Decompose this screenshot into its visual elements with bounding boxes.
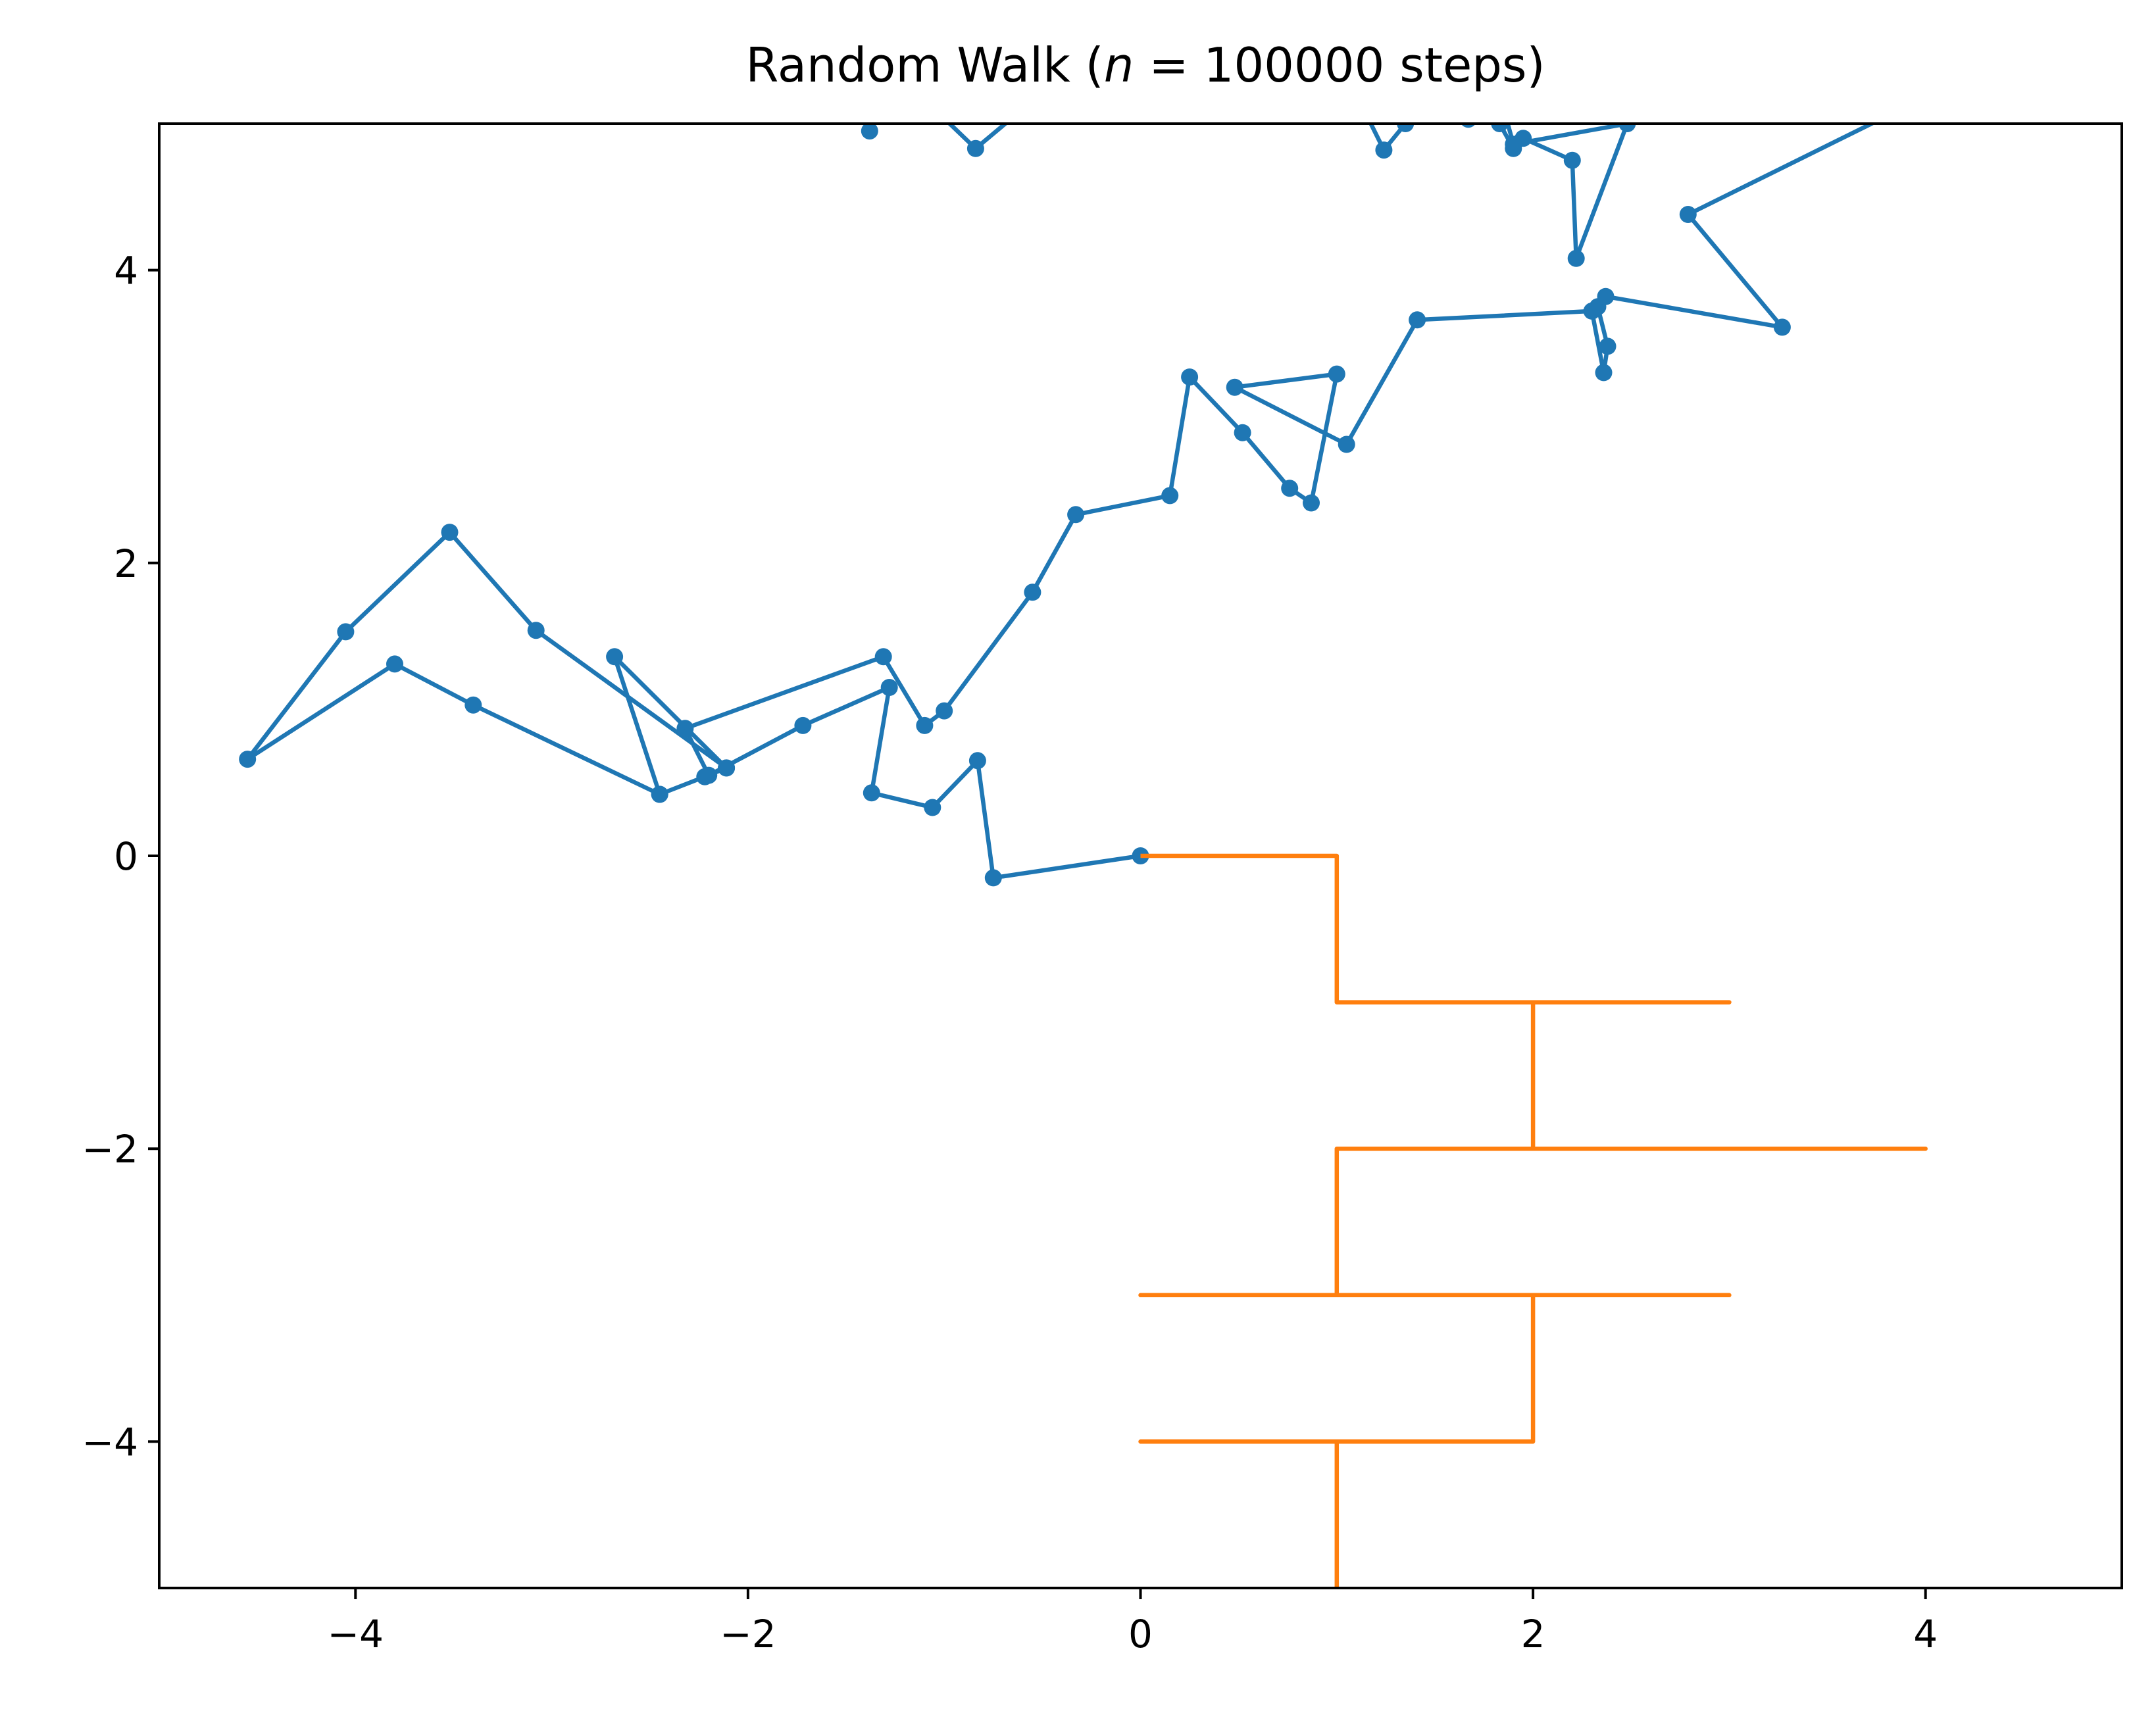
chart-title: Random Walk (n = 100000 steps) (745, 37, 1545, 93)
series-line-3 (1368, 124, 1409, 153)
data-point-4-9 (1505, 136, 1522, 153)
data-point-5-1 (696, 768, 714, 785)
data-point-5-5 (239, 751, 257, 768)
x-tick-label: 4 (1913, 1612, 1938, 1656)
data-point-0-10 (916, 716, 934, 734)
data-point-4-2 (1482, 93, 1499, 111)
data-point-4-0 (1456, 101, 1473, 118)
series-layer (239, 93, 1928, 1588)
data-point-0-13 (1067, 506, 1085, 524)
x-tick-label: 2 (1521, 1612, 1545, 1656)
data-point-5-10 (606, 648, 624, 666)
data-point-0-22 (1409, 311, 1426, 329)
data-point-4-3 (1491, 124, 1509, 132)
data-point-0-11 (936, 702, 953, 720)
data-point-5-6 (337, 623, 355, 641)
data-point-0-9 (874, 648, 892, 666)
x-tick-label: −4 (328, 1612, 384, 1656)
data-point-0-28 (1773, 318, 1791, 336)
y-axis: −4 −2 0 2 4 (82, 249, 159, 1464)
data-point-0-17 (1281, 480, 1299, 497)
y-tick-label: 4 (114, 249, 138, 293)
y-tick-label: −2 (82, 1127, 139, 1172)
data-point-0-16 (1234, 424, 1251, 441)
data-point-0-21 (1338, 435, 1355, 453)
data-point-4-7 (1567, 249, 1585, 267)
data-point-5-8 (527, 622, 545, 639)
data-point-5-11 (651, 785, 668, 803)
y-tick-label: −4 (82, 1420, 139, 1464)
data-point-0-4 (863, 784, 880, 802)
x-tick-label: 0 (1128, 1612, 1153, 1656)
data-point-5-9 (718, 759, 736, 777)
data-point-5-7 (441, 524, 459, 541)
data-point-0-19 (1328, 365, 1345, 383)
data-point-0-12 (1024, 583, 1041, 601)
y-tick-label: 2 (114, 541, 138, 586)
data-point-0-15 (1181, 368, 1199, 386)
data-point-5-4 (386, 655, 403, 673)
data-point-4-8 (1618, 124, 1636, 132)
data-point-4-1 (1461, 124, 1476, 128)
data-point-3-2 (1397, 124, 1415, 132)
x-axis: −4 −2 0 2 4 (328, 1588, 1938, 1656)
series-line-0 (683, 124, 1876, 880)
y-tick-label: 0 (114, 834, 138, 879)
data-point-2-0 (926, 101, 943, 118)
data-point-0-6 (794, 716, 812, 734)
data-point-5-3 (464, 696, 482, 714)
data-point-3-1 (1375, 141, 1393, 159)
data-point-0-20 (1226, 378, 1243, 396)
data-point-2-1 (966, 139, 984, 157)
x-tick-label: −2 (720, 1612, 776, 1656)
series-line-6 (1138, 853, 1928, 1588)
data-point-1-0 (861, 124, 878, 140)
data-point-0-27 (1597, 287, 1615, 305)
data-point-2-2 (1015, 101, 1032, 118)
data-point-0-29 (1679, 206, 1697, 223)
data-point-0-5 (880, 679, 898, 696)
data-point-0-18 (1303, 494, 1320, 512)
data-point-4-6 (1563, 151, 1581, 169)
data-point-0-14 (1161, 487, 1179, 505)
data-point-0-2 (968, 752, 986, 770)
data-point-0-25 (1599, 337, 1617, 355)
data-point-0-3 (924, 799, 941, 816)
series-line-5 (245, 530, 729, 797)
data-point-0-1 (984, 869, 1002, 887)
series-line-4 (1497, 124, 1630, 261)
data-point-0-24 (1595, 364, 1613, 382)
